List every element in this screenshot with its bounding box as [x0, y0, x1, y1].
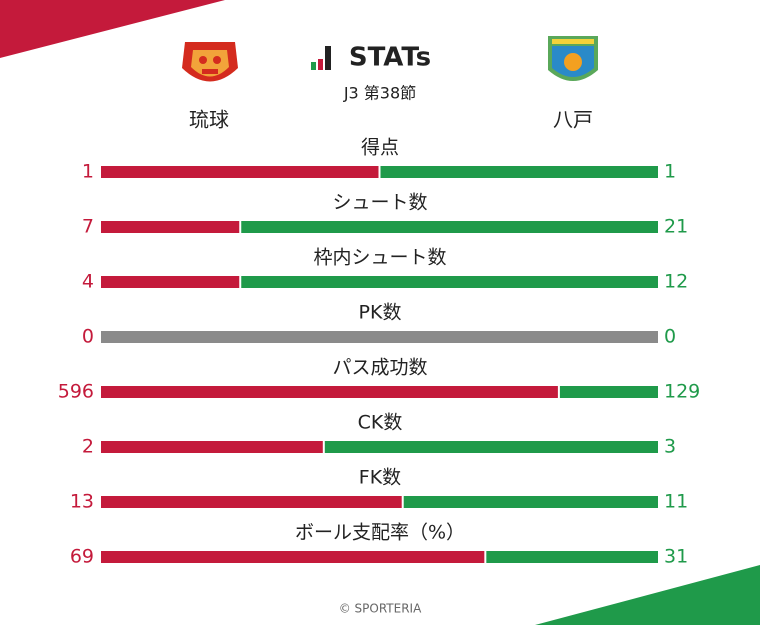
stat-label: CK数 — [358, 412, 403, 434]
home-value: 7 — [82, 216, 94, 238]
away-value: 12 — [664, 271, 688, 293]
away-value: 1 — [664, 161, 676, 183]
home-bar — [101, 276, 240, 288]
away-value: 129 — [664, 381, 700, 403]
home-bar — [101, 441, 323, 453]
away-team: 八戸 — [553, 108, 593, 132]
subtitle: J3 第38節 — [343, 84, 416, 103]
away-bar — [324, 441, 658, 453]
away-bar — [486, 551, 658, 563]
away-bar — [559, 386, 658, 398]
stat-label: 枠内シュート数 — [313, 247, 446, 269]
corner-red — [0, 0, 225, 58]
home-value: 596 — [58, 381, 94, 403]
footer: © SPORTERIA — [339, 602, 422, 616]
home-logo — [182, 42, 238, 82]
home-value: 13 — [70, 491, 94, 513]
away-bar — [241, 276, 658, 288]
stat-label: シュート数 — [332, 192, 427, 214]
stat-label: ボール支配率（%） — [295, 522, 465, 544]
away-value: 0 — [664, 326, 676, 348]
title: STATs — [349, 43, 431, 73]
stat-label: FK数 — [359, 467, 401, 489]
away-value: 21 — [664, 216, 688, 238]
away-value: 11 — [664, 491, 688, 513]
away-logo — [548, 36, 598, 81]
home-bar — [101, 496, 402, 508]
title-icon — [311, 46, 331, 70]
home-bar — [101, 166, 379, 178]
home-value: 0 — [82, 326, 94, 348]
home-value: 69 — [70, 546, 94, 568]
away-bar — [380, 166, 658, 178]
away-bar — [241, 221, 658, 233]
home-value: 4 — [82, 271, 94, 293]
home-value: 1 — [82, 161, 94, 183]
home-bar — [101, 221, 240, 233]
away-value: 3 — [664, 436, 676, 458]
stat-label: 得点 — [361, 137, 399, 159]
home-team: 琉球 — [189, 108, 229, 132]
stat-label: PK数 — [359, 302, 402, 324]
home-bar — [101, 551, 485, 563]
home-bar — [101, 386, 558, 398]
stat-label: パス成功数 — [332, 357, 427, 379]
corner-green — [535, 565, 760, 625]
empty-bar — [101, 331, 658, 343]
away-bar — [403, 496, 658, 508]
away-value: 31 — [664, 546, 688, 568]
home-value: 2 — [82, 436, 94, 458]
